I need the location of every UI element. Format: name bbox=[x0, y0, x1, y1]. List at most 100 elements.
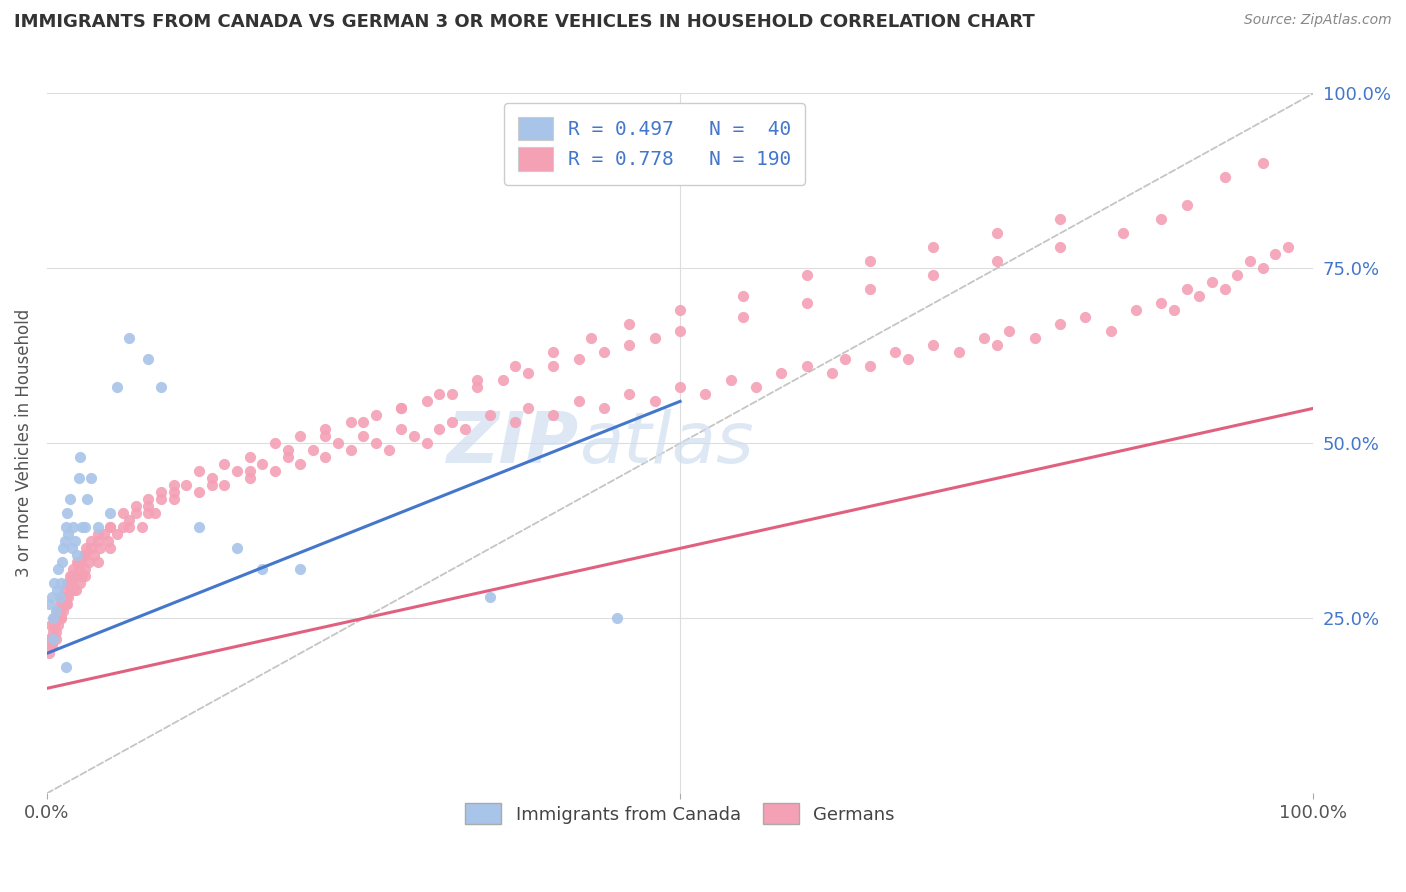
Legend: Immigrants from Canada, Germans: Immigrants from Canada, Germans bbox=[457, 795, 904, 833]
Point bbox=[212, 458, 235, 472]
Point bbox=[429, 422, 451, 436]
Point bbox=[73, 520, 96, 534]
Point bbox=[118, 331, 141, 345]
Point bbox=[38, 598, 60, 612]
Point bbox=[263, 436, 285, 450]
Point bbox=[884, 345, 907, 359]
Point bbox=[517, 401, 540, 416]
Point bbox=[62, 520, 84, 534]
Point bbox=[315, 450, 337, 465]
Point bbox=[695, 387, 717, 401]
Point bbox=[56, 507, 79, 521]
Point bbox=[467, 373, 489, 387]
Point bbox=[105, 527, 128, 541]
Point bbox=[105, 380, 128, 394]
Point bbox=[59, 576, 82, 591]
Point bbox=[416, 394, 439, 409]
Point bbox=[1226, 268, 1249, 283]
Point bbox=[404, 429, 426, 443]
Point bbox=[41, 591, 63, 605]
Point bbox=[136, 352, 159, 367]
Point bbox=[73, 549, 96, 563]
Point bbox=[619, 338, 641, 352]
Point bbox=[1024, 331, 1046, 345]
Point bbox=[93, 527, 115, 541]
Point bbox=[1251, 156, 1274, 170]
Point bbox=[238, 450, 260, 465]
Point bbox=[1201, 276, 1223, 290]
Point bbox=[391, 401, 413, 416]
Point bbox=[72, 549, 94, 563]
Point bbox=[46, 618, 69, 632]
Y-axis label: 3 or more Vehicles in Household: 3 or more Vehicles in Household bbox=[15, 310, 32, 577]
Point bbox=[1213, 170, 1236, 185]
Point bbox=[505, 415, 527, 429]
Point bbox=[56, 598, 79, 612]
Point bbox=[46, 562, 69, 576]
Point bbox=[238, 471, 260, 485]
Point bbox=[276, 450, 298, 465]
Point bbox=[73, 562, 96, 576]
Point bbox=[543, 345, 565, 359]
Point bbox=[98, 507, 121, 521]
Point bbox=[55, 591, 77, 605]
Point bbox=[366, 409, 388, 423]
Point bbox=[75, 541, 97, 556]
Point bbox=[288, 562, 311, 576]
Point bbox=[53, 534, 76, 549]
Point bbox=[568, 352, 591, 367]
Point bbox=[644, 394, 666, 409]
Point bbox=[46, 604, 69, 618]
Point bbox=[51, 555, 73, 569]
Point bbox=[67, 471, 90, 485]
Point bbox=[986, 227, 1008, 241]
Point bbox=[1099, 324, 1122, 338]
Point bbox=[391, 401, 413, 416]
Point bbox=[1112, 227, 1135, 241]
Point bbox=[131, 520, 153, 534]
Point bbox=[70, 555, 93, 569]
Point bbox=[44, 611, 66, 625]
Text: ZIP: ZIP bbox=[447, 409, 579, 478]
Point bbox=[45, 632, 67, 647]
Point bbox=[58, 591, 80, 605]
Point bbox=[454, 422, 477, 436]
Point bbox=[111, 520, 134, 534]
Point bbox=[124, 507, 146, 521]
Text: Source: ZipAtlas.com: Source: ZipAtlas.com bbox=[1244, 13, 1392, 28]
Point bbox=[83, 549, 105, 563]
Point bbox=[80, 471, 103, 485]
Point bbox=[568, 394, 591, 409]
Point bbox=[60, 569, 83, 583]
Point bbox=[859, 254, 882, 268]
Point bbox=[162, 492, 184, 507]
Point bbox=[669, 380, 692, 394]
Point bbox=[49, 611, 72, 625]
Point bbox=[46, 611, 69, 625]
Point bbox=[42, 625, 65, 640]
Point bbox=[1277, 240, 1299, 254]
Point bbox=[619, 387, 641, 401]
Point bbox=[669, 303, 692, 318]
Point bbox=[45, 604, 67, 618]
Point bbox=[59, 583, 82, 598]
Point bbox=[98, 520, 121, 534]
Point bbox=[416, 436, 439, 450]
Point bbox=[46, 583, 69, 598]
Point bbox=[922, 338, 945, 352]
Point bbox=[429, 387, 451, 401]
Point bbox=[391, 422, 413, 436]
Point bbox=[174, 478, 197, 492]
Point bbox=[86, 534, 108, 549]
Point bbox=[39, 618, 62, 632]
Point bbox=[200, 478, 222, 492]
Point bbox=[55, 520, 77, 534]
Point bbox=[73, 569, 96, 583]
Point bbox=[59, 569, 82, 583]
Point bbox=[187, 464, 209, 478]
Point bbox=[973, 331, 995, 345]
Point bbox=[1049, 318, 1071, 332]
Point bbox=[669, 324, 692, 338]
Point bbox=[581, 331, 603, 345]
Point bbox=[543, 409, 565, 423]
